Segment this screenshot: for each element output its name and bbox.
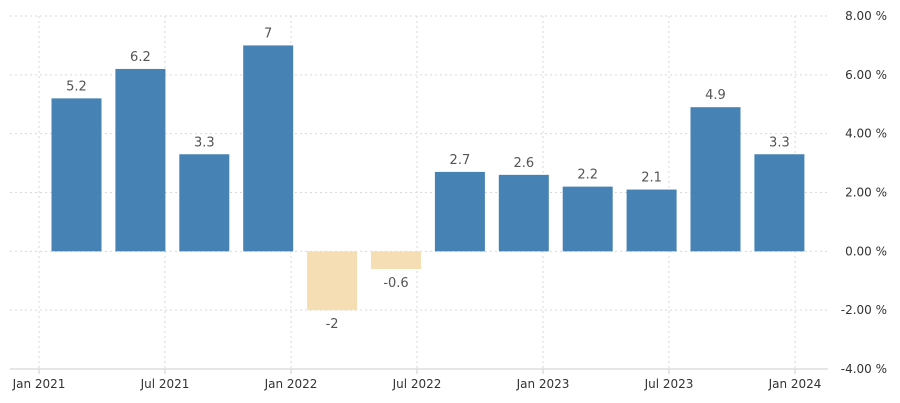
bar-q1-2023: [562, 186, 613, 252]
y-tick-label: 6.00 %: [845, 68, 887, 82]
bar-q1-2021: [51, 98, 102, 252]
bar-q3-2023: [690, 107, 741, 252]
bar-data-label: 2.2: [577, 168, 598, 183]
y-tick-label: 0.00 %: [845, 244, 887, 258]
bar-data-label: -0.6: [383, 276, 408, 291]
y-axis-ticks: 8.00 % 6.00 % 4.00 % 2.00 % 0.00 % -2.00 % -4.…: [841, 9, 887, 376]
y-tick-label: -4.00 %: [841, 362, 887, 376]
bar-data-label: 7: [264, 26, 272, 41]
x-tick-label: Jul 2021: [140, 377, 190, 391]
x-tick-label: Jan 2024: [768, 377, 822, 391]
bar-q2-2023: [626, 189, 677, 252]
bar-data-label: 4.9: [705, 88, 726, 103]
bar-q4-2021: [243, 45, 294, 252]
bars: [51, 45, 805, 311]
bar-data-label: 6.2: [130, 50, 151, 65]
bar-q4-2023: [754, 154, 805, 252]
x-tick-label: Jul 2022: [392, 377, 442, 391]
y-tick-label: 2.00 %: [845, 186, 887, 200]
x-tick-label: Jan 2022: [264, 377, 318, 391]
bar-data-label: -2: [326, 317, 339, 332]
y-tick-label: 8.00 %: [845, 9, 887, 23]
x-axis-ticks: Jan 2021 Jul 2021 Jan 2022 Jul 2022 Jan 2023…: [10, 368, 828, 391]
bar-q3-2021: [179, 154, 230, 252]
bar-q4-2022: [498, 174, 549, 252]
x-tick-label: Jan 2023: [516, 377, 570, 391]
data-labels: 5.2 6.2 3.3 7 -2 -0.6 2.7 2.6 2.2 2.1 4.9 3.3: [66, 26, 790, 332]
bar-q1-2022: [307, 251, 358, 311]
x-tick-label: Jan 2021: [12, 377, 66, 391]
bar-q2-2021: [115, 68, 166, 252]
bar-data-label: 5.2: [66, 79, 87, 94]
bar-data-label: 2.1: [641, 171, 662, 186]
bar-data-label: 2.7: [450, 153, 471, 168]
bar-data-label: 3.3: [769, 135, 790, 150]
bar-data-label: 2.6: [513, 156, 534, 171]
y-tick-label: 4.00 %: [845, 127, 887, 141]
bar-data-label: 3.3: [194, 135, 215, 150]
bar-q2-2022: [371, 251, 421, 269]
x-tick-label: Jul 2023: [644, 377, 694, 391]
bar-q3-2022: [434, 171, 485, 252]
y-tick-label: -2.00 %: [841, 303, 887, 317]
